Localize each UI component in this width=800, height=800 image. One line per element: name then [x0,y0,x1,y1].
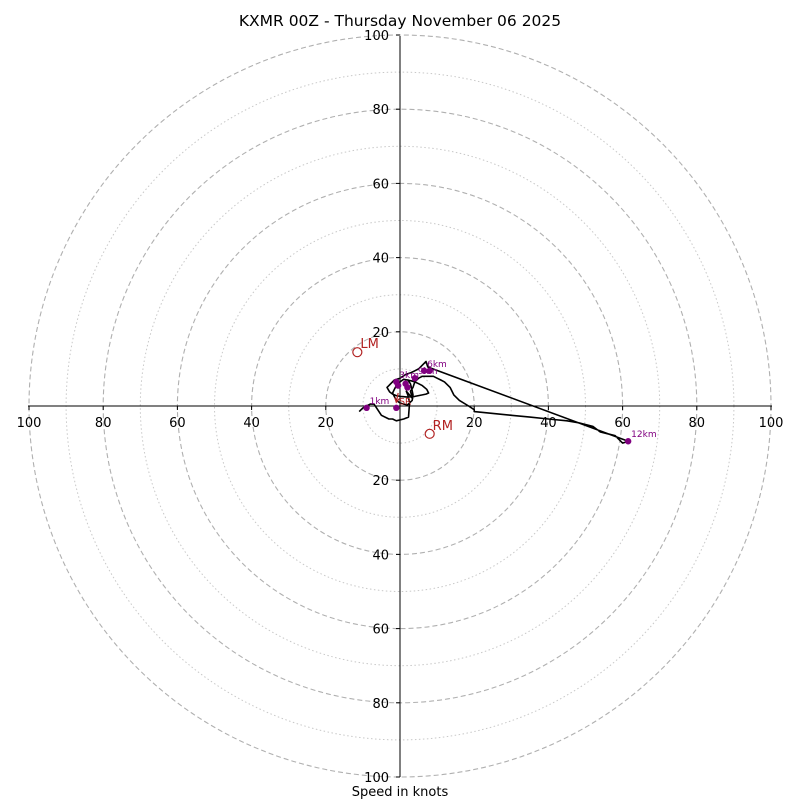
x-tick-label: 100 [759,416,784,431]
y-tick-label: 40 [372,252,389,267]
x-tick-label: 60 [614,416,631,431]
height-markers: 1km3km6km9km12km [363,360,657,445]
x-tick-label: 20 [466,416,483,431]
height-marker [420,367,428,374]
height-marker-label: 3km [399,371,419,381]
storm-motion-marker [424,428,435,439]
y-tick-label: 80 [372,697,389,712]
height-marker-label: 12km [631,430,656,440]
height-marker-label: 1km [370,397,390,407]
height-marker [394,382,402,389]
y-tick-label: 100 [364,29,389,44]
hodograph-line [358,360,630,444]
height-marker-label: 6km [427,360,447,370]
storm-motion-label: RM [433,419,453,434]
y-tick-label: 60 [372,623,389,638]
x-tick-label: 80 [689,416,706,431]
x-tick-label: 100 [17,416,42,431]
axes [28,36,772,777]
x-tick-label: 20 [318,416,335,431]
hodograph-trace [358,360,630,444]
tick-labels: 100 80 60 40 20 20 40 60 80 100100806040202040608… [17,29,784,786]
y-tick-label: 80 [372,103,389,118]
height-marker [393,404,400,412]
y-tick-label: 100 [364,771,389,786]
y-tick-label: 60 [372,177,389,192]
mean-wind-arrowhead [394,397,400,404]
height-marker [426,367,433,374]
y-tick-label: 40 [372,548,389,563]
height-marker [404,384,411,391]
y-tick-label: 20 [372,326,389,341]
storm-motion-markers: LM RM SR [352,337,453,439]
x-axis-label: Speed in knots [352,785,449,800]
height-marker [624,438,632,445]
mean-wind-arrow [395,392,399,403]
height-marker [363,404,370,412]
x-tick-label: 60 [169,416,186,431]
y-tick-label: 20 [372,474,389,489]
chart-title: KXMR 00Z - Thursday November 06 2025 [239,12,561,30]
mean-wind-label: SR [399,397,411,407]
x-tick-label: 40 [243,416,260,431]
height-marker [411,374,419,382]
storm-motion-label: LM [360,337,378,352]
x-tick-label: 80 [95,416,112,431]
storm-motion-marker [352,347,363,358]
